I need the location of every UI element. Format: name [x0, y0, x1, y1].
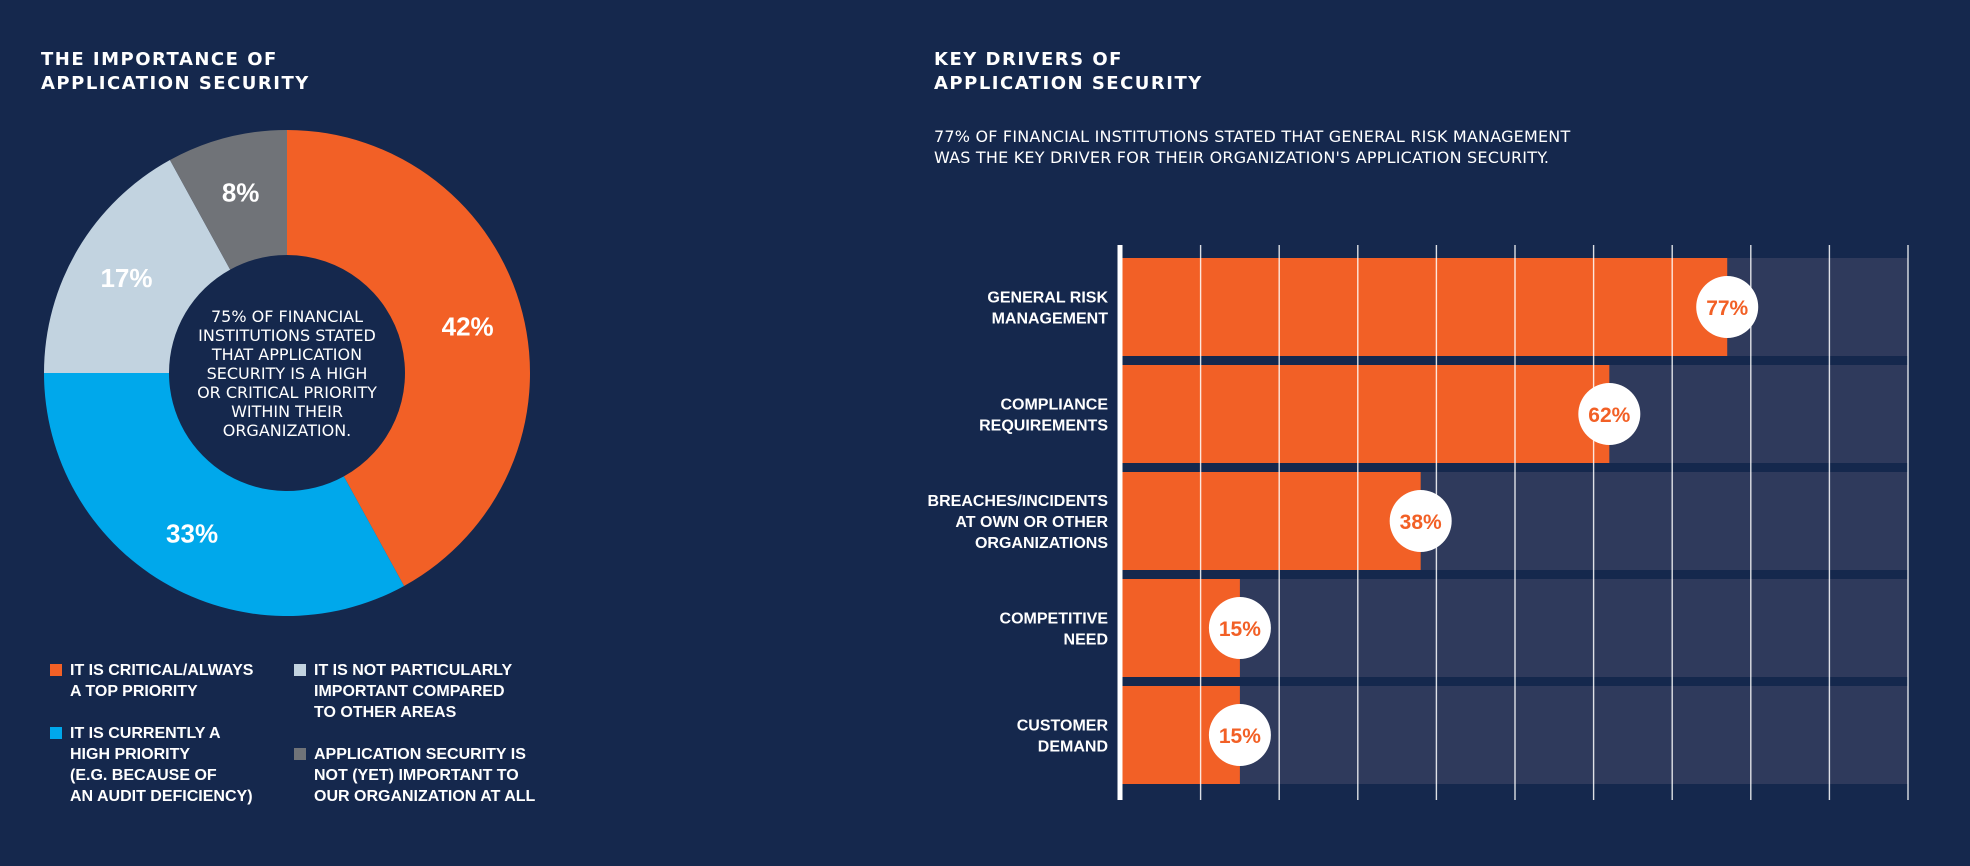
legend-line: A TOP PRIORITY [70, 683, 198, 700]
donut-center-text-line: 75% OF FINANCIAL [211, 307, 363, 326]
bar-title-line: KEY DRIVERS OF [934, 49, 1123, 70]
category-label: DEMAND [1038, 739, 1108, 756]
donut-slice-label: 17% [100, 263, 152, 293]
subtitle-line: 77% OF FINANCIAL INSTITUTIONS STATED THA… [934, 127, 1571, 146]
value-bubble [1208, 704, 1271, 766]
bar-chart-title: KEY DRIVERS OF APPLICATION SECURITY [934, 48, 1203, 96]
category-label: GENERAL RISK [987, 290, 1108, 307]
bar-value-label: 38% [1400, 511, 1442, 534]
bar [1122, 258, 1728, 356]
bar-title-line: APPLICATION SECURITY [934, 73, 1203, 94]
legend-swatch [50, 664, 62, 676]
category-label: ORGANIZATIONS [975, 535, 1108, 552]
legend-line: IT IS NOT PARTICULARLY [314, 662, 513, 679]
category-label: COMPETITIVE [1000, 611, 1109, 628]
legend-line: NOT (YET) IMPORTANT TO [314, 767, 519, 784]
legend-line: TO OTHER AREAS [314, 704, 457, 721]
legend-line: HIGH PRIORITY [70, 746, 191, 763]
category-label: BREACHES/INCIDENTS [928, 493, 1109, 510]
donut-center-text-line: ORGANIZATION. [223, 421, 352, 440]
donut-center-text-line: WITHIN THEIR [231, 402, 343, 421]
value-bubble [1578, 383, 1641, 445]
pie-title-line: THE IMPORTANCE OF [41, 49, 278, 70]
legend-line: AN AUDIT DEFICIENCY) [70, 788, 253, 805]
bar [1122, 472, 1421, 570]
donut-center-text-line: THAT APPLICATION [211, 345, 362, 364]
legend-line: OUR ORGANIZATION AT ALL [314, 788, 536, 805]
legend-line: IMPORTANT COMPARED [314, 683, 505, 700]
donut-slice [44, 373, 405, 616]
legend-line: APPLICATION SECURITY IS [314, 746, 526, 763]
subtitle-line: WAS THE KEY DRIVER FOR THEIR ORGANIZATIO… [934, 148, 1550, 167]
category-label: CUSTOMER [1017, 718, 1109, 735]
legend-swatch [294, 664, 306, 676]
donut-center-text-line: INSTITUTIONS STATED [198, 326, 376, 345]
legend-line: IT IS CURRENTLY A [70, 725, 221, 742]
bar [1122, 365, 1610, 463]
category-label: MANAGEMENT [992, 311, 1109, 328]
donut-slice [44, 160, 231, 373]
category-label: NEED [1064, 632, 1108, 649]
donut-slice-label: 42% [442, 312, 494, 342]
legend-swatch [50, 727, 62, 739]
donut-slice-label: 8% [222, 177, 260, 207]
legend-line: IT IS CRITICAL/ALWAYS [70, 662, 254, 679]
bar-value-label: 15% [1219, 725, 1261, 748]
pie-title-line: APPLICATION SECURITY [41, 73, 310, 94]
value-bubble [1696, 276, 1759, 338]
donut-center-text-line: OR CRITICAL PRIORITY [197, 383, 377, 402]
bar-value-label: 15% [1219, 618, 1261, 641]
value-bubble [1389, 490, 1452, 552]
donut-chart: 42% 33% 17% 8% 75% OF FINANCIALINSTITUTIONS … [44, 130, 530, 616]
donut-slice [287, 130, 530, 586]
value-bubble [1208, 597, 1271, 659]
donut-center-text-line: SECURITY IS A HIGH [207, 364, 368, 383]
bar-value-label: 77% [1706, 297, 1748, 320]
category-label: REQUIREMENTS [979, 418, 1108, 435]
category-label: COMPLIANCE [1000, 397, 1108, 414]
legend-line: (E.G. BECAUSE OF [70, 767, 217, 784]
pie-chart-title: THE IMPORTANCE OF APPLICATION SECURITY [41, 48, 310, 96]
category-label: AT OWN OR OTHER [955, 514, 1108, 531]
donut-slice-label: 33% [166, 519, 218, 549]
bar-chart-subtitle: 77% OF FINANCIAL INSTITUTIONS STATED THA… [934, 126, 1570, 168]
legend-swatch [294, 748, 306, 760]
donut-slice [169, 130, 287, 270]
bar-value-label: 62% [1588, 404, 1630, 427]
